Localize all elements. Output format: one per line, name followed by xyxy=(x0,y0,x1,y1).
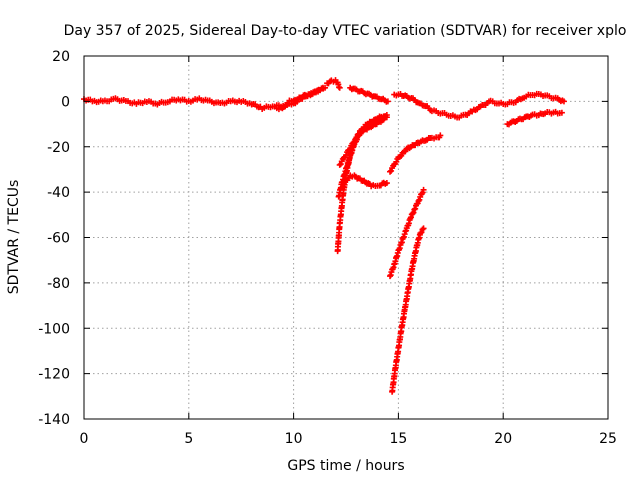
data-point xyxy=(437,132,444,139)
data-point xyxy=(412,205,419,212)
y-axis-label: SDTVAR / TECUs xyxy=(6,180,22,295)
y-tick-label: -20 xyxy=(47,140,70,156)
y-tick-label: -40 xyxy=(47,185,70,201)
chart-title: Day 357 of 2025, Sidereal Day-to-day VTE… xyxy=(64,23,627,39)
data-point xyxy=(384,98,391,105)
data-point xyxy=(387,168,394,175)
y-tick-label: 20 xyxy=(52,49,70,65)
x-tick-label: 20 xyxy=(494,431,512,447)
data-point xyxy=(417,230,424,237)
data-point xyxy=(388,167,395,174)
y-tick-label: -60 xyxy=(47,231,70,247)
data-points xyxy=(81,77,567,395)
data-point xyxy=(383,114,390,121)
data-point xyxy=(347,145,354,152)
data-point xyxy=(416,196,423,203)
data-point xyxy=(407,214,414,221)
x-tick-label: 0 xyxy=(80,431,89,447)
data-point xyxy=(285,100,292,107)
x-tick-label: 5 xyxy=(184,431,193,447)
data-point xyxy=(338,184,345,191)
y-tick-label: -100 xyxy=(38,321,70,337)
data-point xyxy=(343,152,349,159)
x-tick-label: 25 xyxy=(599,431,617,447)
data-point xyxy=(337,161,344,168)
data-point xyxy=(319,84,326,91)
x-axis-label: GPS time / hours xyxy=(287,458,404,474)
data-point xyxy=(393,158,400,165)
data-point xyxy=(339,183,346,190)
data-point xyxy=(336,84,343,91)
data-point xyxy=(420,186,427,193)
data-point xyxy=(418,229,425,236)
x-tick-label: 15 xyxy=(389,431,407,447)
data-point xyxy=(409,210,416,217)
y-tick-label: 0 xyxy=(61,94,70,110)
data-point xyxy=(398,152,405,159)
data-point xyxy=(419,226,426,233)
data-point xyxy=(383,180,390,187)
grid xyxy=(84,56,608,419)
y-tick-label: -140 xyxy=(38,412,70,428)
data-point xyxy=(560,98,567,105)
data-point xyxy=(336,161,343,168)
x-tick-label: 10 xyxy=(285,431,303,447)
y-tick-label: -80 xyxy=(47,276,70,292)
tick-labels: 0 5 10 15 20 25 -140 -120 -100 -80 -60 -40 -20 0 20 xyxy=(38,49,617,447)
y-tick-label: -120 xyxy=(38,367,70,383)
data-point xyxy=(420,225,427,232)
data-point xyxy=(558,109,565,116)
data-point xyxy=(410,209,417,216)
data-point xyxy=(411,206,418,213)
